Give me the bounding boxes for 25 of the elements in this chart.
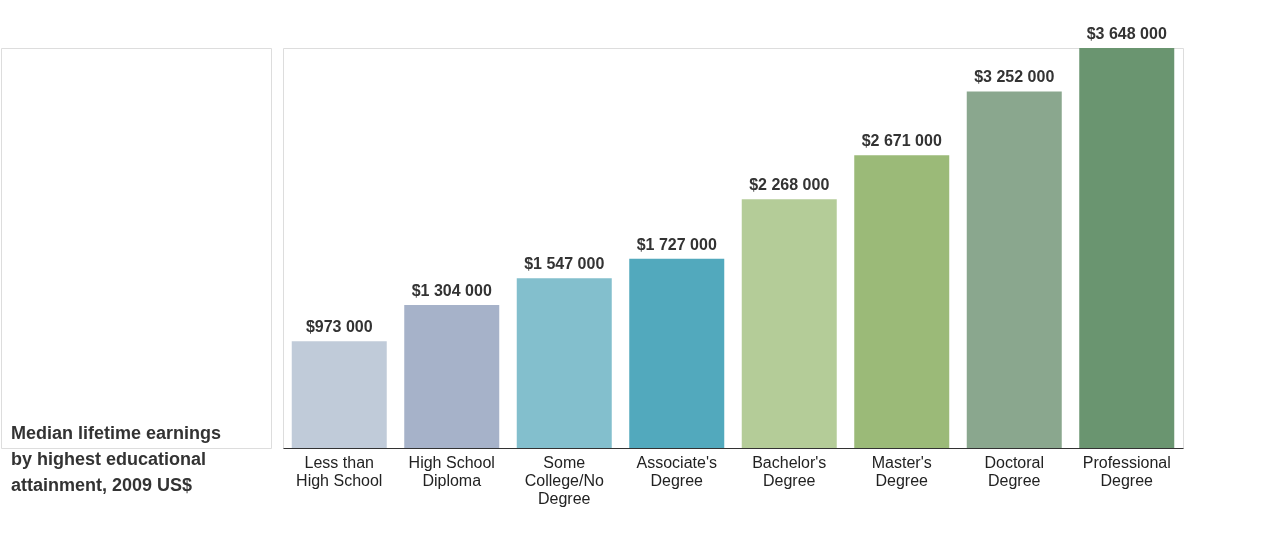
text: Median lifetime earnings by highest educational attainment, 2009 US$	[11, 423, 222, 495]
bar	[854, 155, 950, 448]
x-tick-label: Master's Degree	[871, 453, 932, 489]
x-tick-label: Associate's Degree	[636, 453, 717, 489]
data-label: $3 648 000	[1086, 25, 1167, 42]
data-label: $2 671 000	[861, 132, 942, 150]
x-tick-label: Bachelor's Degree	[752, 453, 827, 489]
bar	[291, 341, 387, 448]
x-tick-label: Less than High School	[296, 453, 383, 489]
data-label: $973 000	[305, 318, 373, 336]
bar	[966, 91, 1062, 448]
bar	[741, 199, 837, 448]
x-tick-label: Doctoral Degree	[984, 453, 1045, 489]
x-tick-label: High School Diploma	[408, 453, 495, 489]
x-tick-label: Some College/No Degree	[524, 453, 604, 507]
x-tick-label: Professional Degree	[1082, 453, 1171, 489]
data-label: $1 304 000	[411, 282, 492, 300]
data-label: $2 268 000	[749, 176, 830, 194]
bar	[1079, 48, 1175, 448]
data-label: $1 547 000	[524, 255, 605, 273]
data-label: $1 727 000	[636, 235, 717, 253]
bar	[629, 258, 725, 448]
bar	[516, 278, 612, 448]
data-label: $3 252 000	[974, 68, 1055, 86]
bar	[404, 305, 500, 448]
